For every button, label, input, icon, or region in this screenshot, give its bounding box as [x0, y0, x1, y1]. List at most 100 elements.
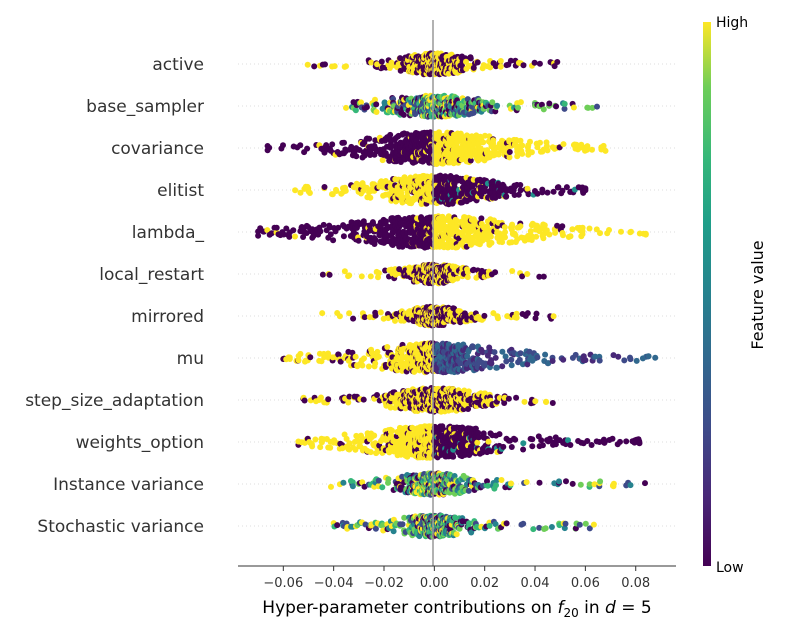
data-point — [321, 184, 328, 190]
data-point — [489, 99, 496, 106]
data-point — [360, 396, 367, 403]
data-point — [549, 400, 556, 406]
data-point — [652, 354, 659, 361]
data-point — [341, 139, 347, 146]
data-point — [524, 185, 531, 192]
data-point — [537, 139, 543, 146]
data-point — [642, 231, 649, 238]
data-point — [352, 107, 359, 114]
data-point — [536, 60, 543, 67]
data-point — [304, 145, 311, 152]
data-point — [392, 317, 398, 324]
data-point — [582, 357, 589, 364]
data-point — [549, 358, 556, 364]
data-point — [488, 360, 495, 367]
data-point — [343, 63, 349, 70]
data-point — [400, 111, 407, 118]
data-point — [628, 228, 634, 235]
data-point — [374, 61, 381, 68]
data-point — [552, 229, 559, 236]
data-point — [309, 443, 316, 450]
data-point — [560, 232, 566, 239]
data-point — [389, 427, 395, 434]
data-point — [372, 96, 378, 103]
data-point — [502, 234, 508, 241]
data-point — [331, 63, 338, 70]
data-point — [312, 436, 319, 443]
data-point — [382, 178, 389, 184]
data-point — [358, 99, 364, 106]
data-point — [519, 273, 526, 280]
data-point — [521, 398, 528, 405]
data-point — [546, 100, 553, 107]
data-point — [594, 103, 600, 110]
data-point — [582, 187, 589, 194]
data-point — [352, 353, 359, 360]
data-point — [387, 131, 394, 138]
data-point — [508, 356, 515, 363]
data-point — [358, 273, 365, 280]
data-point — [517, 137, 524, 144]
data-point — [273, 224, 280, 231]
data-point — [350, 315, 357, 322]
data-point — [286, 356, 293, 362]
data-point — [600, 142, 607, 149]
data-point — [498, 147, 505, 154]
data-point — [586, 225, 593, 232]
data-point — [519, 150, 526, 157]
data-point — [363, 104, 370, 111]
data-point — [319, 310, 326, 317]
data-point — [495, 315, 501, 322]
data-point — [559, 223, 566, 230]
data-point — [527, 138, 533, 145]
data-point — [306, 190, 313, 196]
data-point — [317, 228, 324, 235]
data-point — [375, 270, 382, 277]
data-point — [329, 141, 336, 148]
data-point — [502, 229, 508, 236]
data-point — [280, 142, 286, 149]
data-point — [481, 312, 488, 319]
data-point — [505, 395, 512, 402]
data-point — [550, 313, 557, 320]
data-point — [467, 55, 474, 62]
data-point — [528, 149, 535, 156]
data-point — [445, 70, 452, 77]
data-point — [290, 227, 297, 234]
data-point — [372, 360, 379, 367]
data-point — [520, 62, 527, 69]
data-point — [342, 187, 349, 194]
data-point — [513, 314, 520, 321]
data-point — [534, 354, 541, 361]
data-point — [540, 106, 547, 113]
data-point — [304, 61, 311, 68]
data-point — [517, 99, 524, 106]
data-point — [474, 59, 481, 66]
data-point — [519, 142, 526, 149]
data-point — [322, 61, 328, 68]
data-point — [596, 357, 603, 364]
data-point — [424, 173, 431, 180]
data-point — [563, 184, 570, 191]
data-point — [497, 58, 504, 64]
data-point — [561, 105, 568, 112]
data-point — [318, 394, 324, 401]
data-point — [517, 187, 524, 194]
data-point — [488, 239, 495, 246]
data-point — [373, 101, 380, 108]
data-point — [561, 100, 568, 107]
data-point — [499, 363, 506, 370]
data-point — [560, 141, 567, 148]
data-point — [366, 135, 373, 142]
data-point — [509, 221, 516, 228]
data-point — [533, 310, 540, 317]
data-point — [524, 310, 531, 317]
data-point — [509, 268, 516, 274]
data-point — [327, 444, 334, 451]
data-point — [503, 193, 510, 200]
data-point — [367, 273, 374, 280]
data-point — [372, 312, 379, 319]
data-point — [465, 388, 472, 395]
data-point — [584, 143, 591, 150]
